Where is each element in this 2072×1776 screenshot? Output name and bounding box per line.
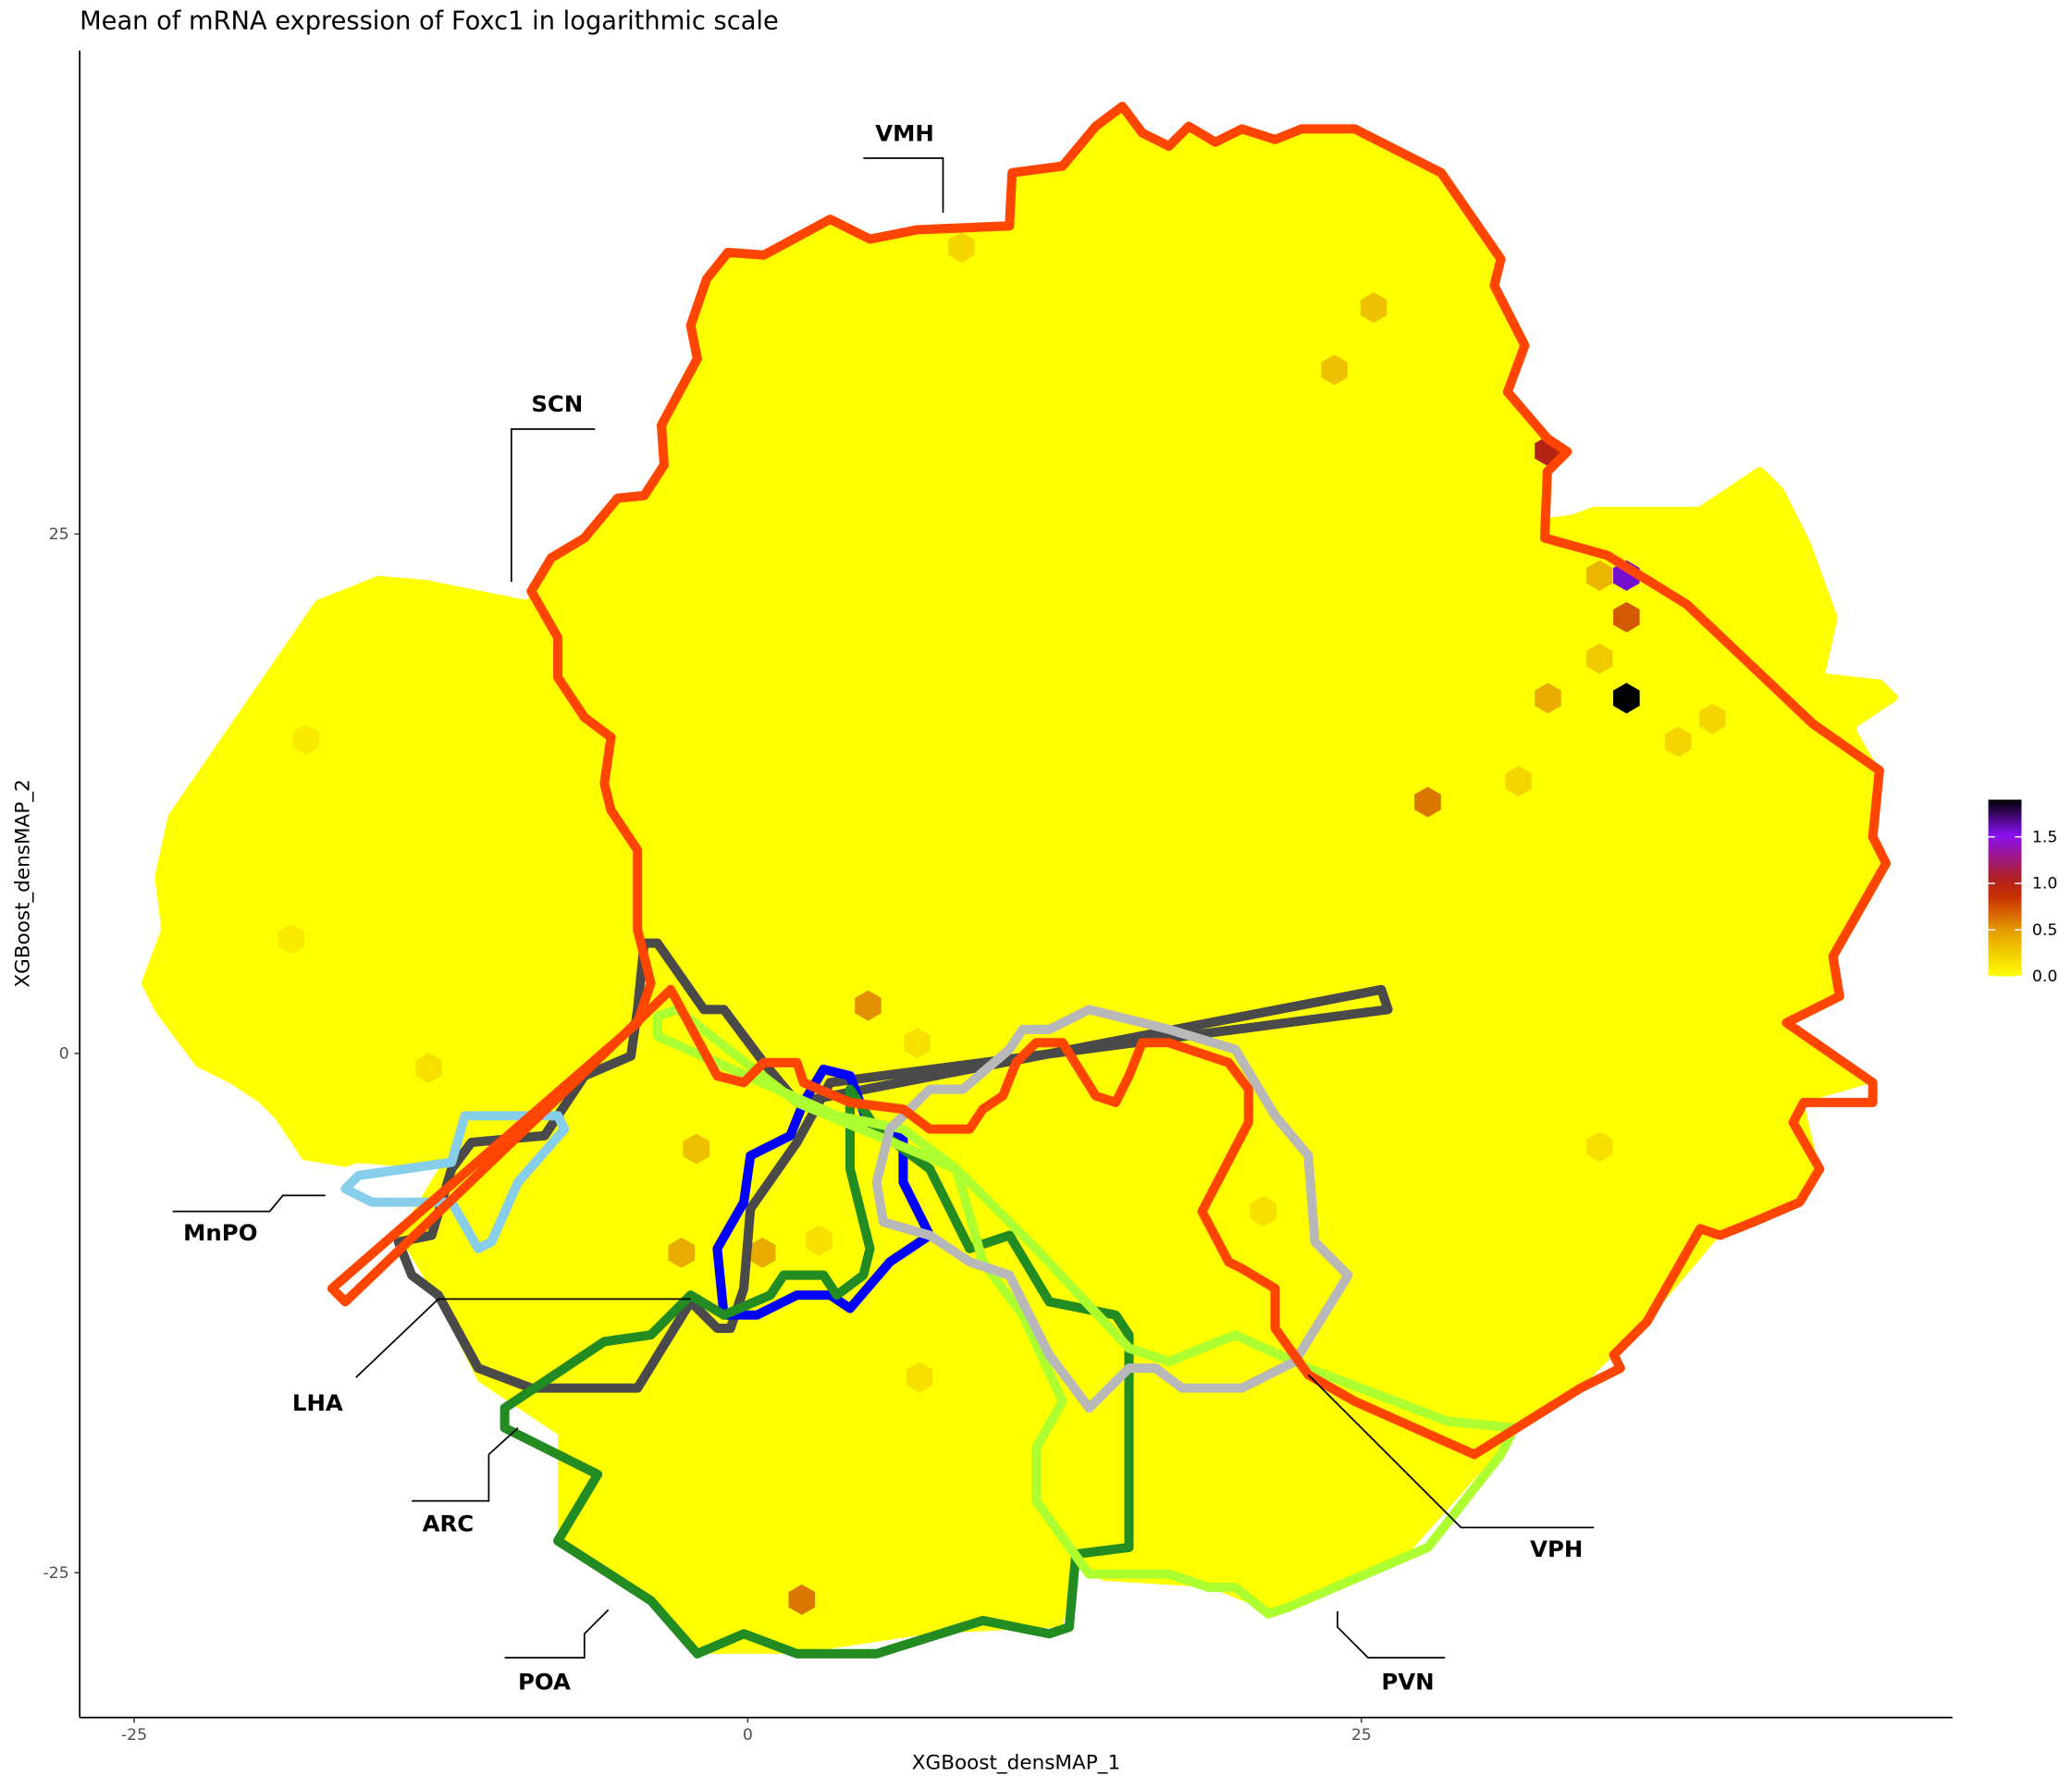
label-mnpo: MnPO	[183, 1219, 257, 1246]
label-poa: POA	[518, 1669, 571, 1696]
outline-arc-poa	[500, 1084, 1134, 1659]
hex-bin	[906, 1362, 933, 1393]
y-tick-label: 25	[49, 525, 69, 544]
hex-bin	[668, 1237, 696, 1268]
hex-bin	[855, 990, 882, 1021]
y-axis-label: XGBoost_densMAP_2	[12, 779, 35, 987]
hex-bin	[415, 1052, 442, 1083]
hex-bin	[904, 1028, 931, 1059]
y-tick-label: 0	[59, 1045, 69, 1064]
label-arc: ARC	[423, 1511, 475, 1537]
label-scn: SCN	[531, 390, 583, 417]
x-tick-label: -25	[121, 1726, 147, 1745]
region-labels	[172, 157, 1595, 1659]
hex-bin	[1360, 292, 1388, 324]
hex-bin	[1613, 601, 1640, 633]
x-tick-label: 25	[1351, 1726, 1372, 1745]
outline-vmh	[327, 101, 1891, 1460]
hex-bin	[1250, 1195, 1276, 1227]
hex-bin	[1613, 683, 1640, 714]
hex-bin	[1505, 766, 1532, 797]
hex-bin	[278, 923, 305, 955]
hex-bin	[292, 724, 320, 756]
outline-vph	[871, 1005, 1353, 1413]
hex-bin	[1585, 643, 1613, 674]
x-axis-label: XGBoost_densMAP_1	[912, 1752, 1120, 1775]
label-lha: LHA	[292, 1389, 343, 1416]
colorbar-tick-label: 0.5	[2032, 921, 2057, 940]
x-tick-label: 0	[743, 1726, 753, 1745]
colorbar	[1988, 799, 2022, 977]
label-pvn: PVN	[1381, 1669, 1434, 1696]
outline-pvn	[652, 1005, 1519, 1619]
hex-bin	[748, 1237, 776, 1268]
outline-right-yellow	[1536, 466, 1898, 835]
hex-bin	[1321, 354, 1348, 386]
hex-bin	[806, 1225, 832, 1256]
hex-bin	[683, 1133, 710, 1165]
hex-bin	[1414, 786, 1441, 818]
hex-bin	[1535, 683, 1561, 714]
colorbar-tick-label: 1.5	[2032, 828, 2057, 846]
y-tick-label: -25	[43, 1564, 69, 1583]
colorbar-tick-label: 1.0	[2032, 875, 2057, 894]
label-vmh: VMH	[875, 119, 934, 146]
hex-bin	[1585, 1131, 1613, 1163]
hex-bin	[1664, 726, 1692, 758]
region-outlines	[141, 101, 1898, 1659]
hex-bin	[788, 1584, 816, 1615]
label-vph: VPH	[1530, 1536, 1583, 1562]
hex-bin	[1698, 703, 1726, 734]
chart-title: Mean of mRNA expression of Foxc1 in loga…	[80, 7, 779, 36]
hexbin-fill	[145, 105, 1893, 1654]
hex-bin	[1585, 560, 1613, 591]
yellow-region-main	[145, 105, 1893, 1654]
colorbar-tick-label: 0.0	[2032, 968, 2057, 986]
hex-bin	[947, 231, 975, 263]
